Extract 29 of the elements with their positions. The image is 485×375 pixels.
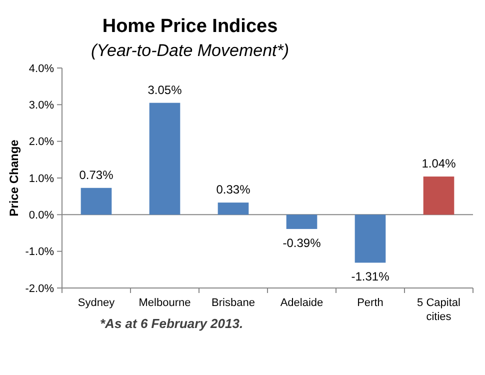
data-label: -0.39% (282, 236, 322, 250)
x-tick-label: Perth (357, 297, 384, 309)
y-tick-label: 4.0% (28, 62, 54, 75)
bar (286, 214, 318, 229)
data-label: -1.31% (351, 270, 390, 284)
chart-title: Home Price Indices (102, 16, 278, 37)
y-tick-label: 1.0% (28, 172, 54, 185)
data-label: 0.73% (79, 168, 114, 182)
bar (354, 214, 386, 263)
y-tick-label: 0.0% (28, 210, 54, 222)
bar (218, 202, 249, 215)
x-tick-label: Brisbane (212, 297, 255, 309)
x-tick-label: Adelaide (280, 297, 324, 309)
chart-subtitle: (Year-to-Date Movement*) (90, 41, 290, 60)
bar (423, 176, 454, 215)
y-tick-label: 3.0% (28, 100, 54, 112)
y-tick-label: 2.0% (28, 136, 54, 148)
x-tick-label: Melbourne (138, 297, 191, 309)
x-tick-label: Sydney (78, 297, 116, 309)
bar (149, 102, 180, 215)
bar (80, 188, 112, 215)
x-tick-label: 5 Capital cities (417, 297, 460, 323)
y-tick-label: -1.0% (25, 246, 54, 258)
data-label: 3.05% (148, 82, 182, 97)
data-label: 1.04% (422, 156, 456, 171)
text: *As at 6 February 2013. (100, 316, 244, 331)
data-label: 0.33% (216, 182, 251, 197)
y-axis-title: Price Change (7, 139, 21, 216)
y-tick-label: -2.0% (25, 282, 54, 295)
